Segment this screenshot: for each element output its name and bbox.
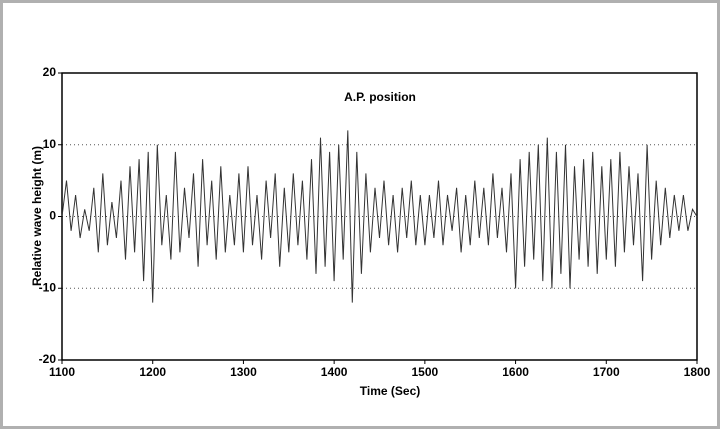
- y-tick-label: 0: [49, 209, 56, 223]
- x-tick-label: 1500: [412, 365, 439, 379]
- data-line: [61, 130, 698, 303]
- x-tick-label: 1400: [321, 365, 348, 379]
- y-tick-label: 20: [43, 65, 57, 79]
- x-tick-label: 1300: [230, 365, 257, 379]
- y-tick-label: -20: [39, 352, 57, 366]
- x-tick-label: 1600: [502, 365, 529, 379]
- chart-title: A.P. position: [344, 90, 416, 104]
- x-tick-label: 1800: [684, 365, 711, 379]
- y-tick-label: 10: [43, 137, 57, 151]
- x-tick-label: 1700: [593, 365, 620, 379]
- x-tick-label: 1200: [139, 365, 166, 379]
- x-axis-label: Time (Sec): [360, 384, 420, 398]
- y-tick-label: -10: [39, 280, 57, 294]
- x-tick-label: 1100: [49, 365, 75, 379]
- y-axis-label: Relative wave height (m): [30, 146, 44, 286]
